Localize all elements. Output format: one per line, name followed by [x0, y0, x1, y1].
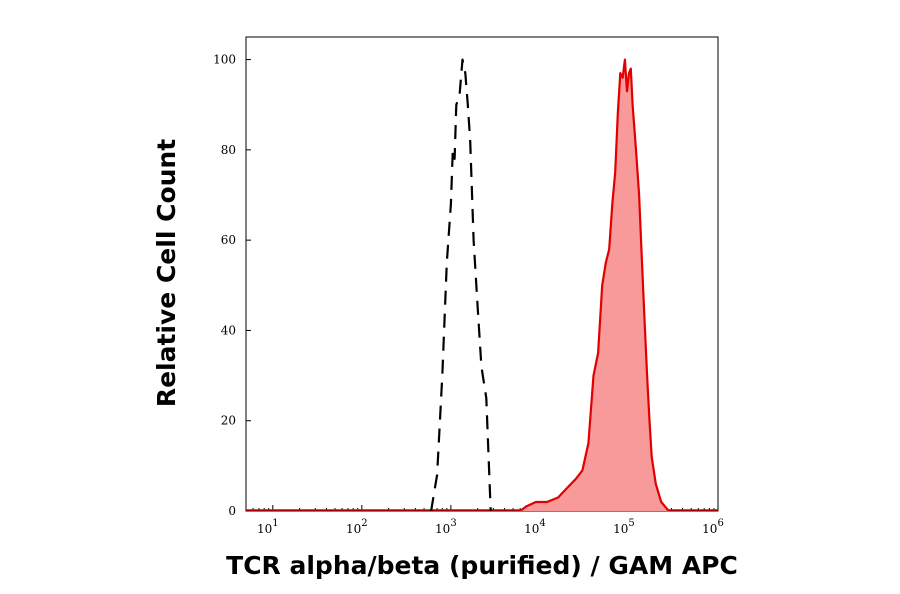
- x-tick-label: 104: [524, 518, 546, 536]
- stained-histogram-line: [519, 58, 670, 512]
- x-tick-label: 105: [613, 518, 635, 536]
- control-histogram-line: [430, 58, 492, 512]
- x-tick-label: 103: [435, 518, 457, 536]
- x-tick-label: 106: [702, 518, 724, 536]
- series-layer: [246, 58, 718, 512]
- x-axis-label: TCR alpha/beta (purified) / GAM APC: [226, 551, 738, 580]
- y-tick-label: 0: [228, 504, 236, 518]
- plot-frame: [245, 36, 719, 512]
- y-tick-label: 20: [221, 414, 236, 428]
- x-tick-label: 101: [257, 518, 279, 536]
- y-tick-label: 60: [221, 233, 236, 247]
- y-tick-label: 80: [221, 143, 236, 157]
- y-axis-label: Relative Cell Count: [152, 139, 181, 407]
- y-tick-label: 100: [213, 53, 236, 67]
- y-tick-label: 40: [221, 323, 236, 337]
- y-axis-ticks: 0 20 40 60 80 100: [213, 53, 251, 518]
- x-tick-label: 102: [346, 518, 368, 536]
- stained-histogram-fill: [520, 59, 669, 511]
